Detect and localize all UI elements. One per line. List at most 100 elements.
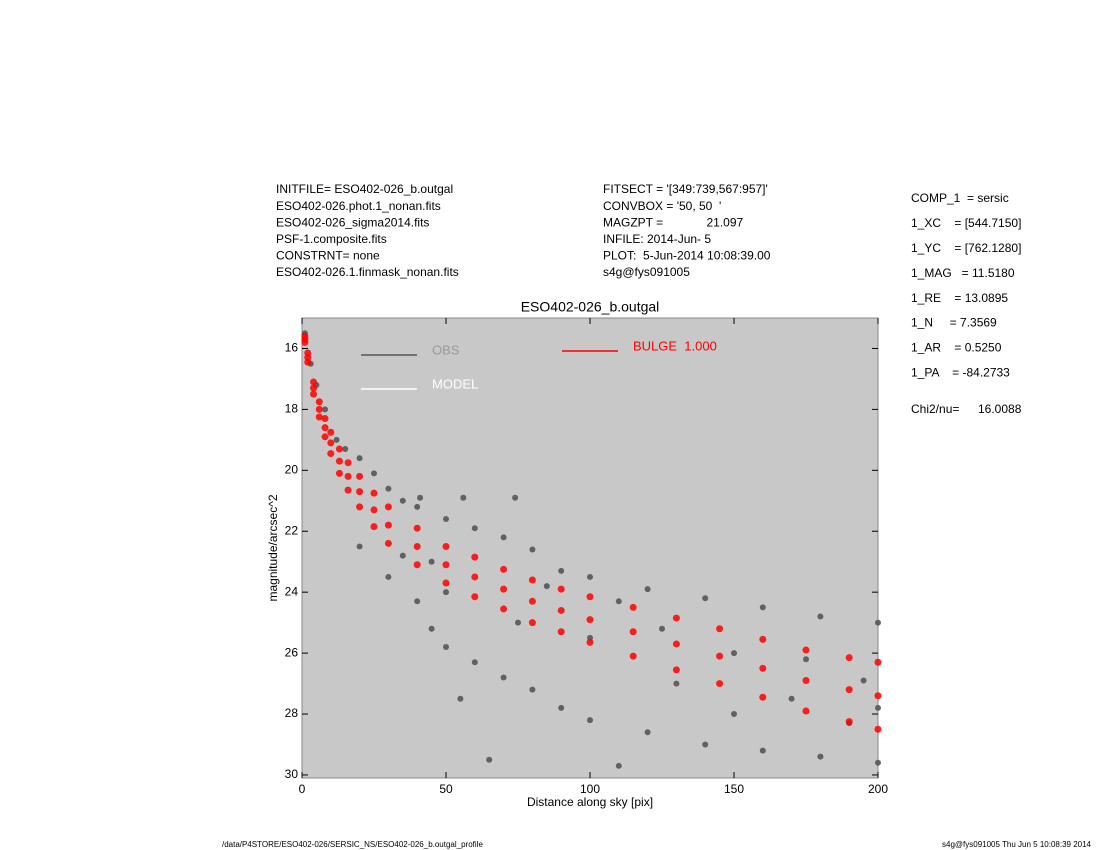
data-point [443, 516, 449, 523]
param-line: 1_MAG = 11.5180 [911, 266, 1015, 280]
data-point [845, 718, 853, 726]
y-tick-label: 20 [285, 462, 299, 476]
data-point [587, 573, 593, 580]
header-middle-line: CONVBOX = '50, 50 ' [603, 199, 721, 213]
data-point [528, 597, 536, 605]
data-point [428, 625, 435, 632]
header-left-line: CONSTRNT= none [276, 249, 380, 263]
legend-label: OBS [432, 342, 460, 357]
data-point [716, 680, 724, 688]
data-point [321, 433, 329, 441]
data-point [673, 680, 680, 687]
data-point [356, 543, 363, 550]
data-point [515, 619, 521, 626]
data-point [759, 747, 766, 754]
data-point [615, 598, 622, 605]
data-point [442, 561, 450, 569]
y-tick-label: 16 [285, 341, 299, 355]
data-point [384, 539, 392, 547]
plot-background [301, 317, 879, 779]
data-point [875, 759, 881, 766]
data-point [344, 472, 352, 480]
param-line: 1_RE = 13.0895 [911, 291, 1008, 305]
data-point [356, 472, 364, 480]
x-tick-label: 100 [580, 782, 600, 796]
data-point [442, 579, 450, 587]
data-point [385, 485, 392, 492]
data-point [321, 424, 329, 432]
data-point [443, 644, 449, 651]
data-point [335, 445, 343, 453]
data-point [644, 729, 651, 736]
x-axis-label: Distance along sky [pix] [527, 795, 653, 809]
data-point [310, 390, 318, 398]
data-point [460, 494, 467, 501]
data-point [310, 378, 318, 386]
data-point [315, 405, 323, 413]
data-point [512, 494, 519, 501]
data-point [471, 593, 479, 601]
x-tick-label: 0 [299, 782, 306, 796]
header-middle-line: PLOT: 5-Jun-2014 10:08:39.00 [603, 249, 771, 263]
param-line: 1_XC = [544.7150] [911, 216, 1021, 230]
data-point [344, 459, 352, 467]
legend-label: BULGE 1.000 [633, 338, 717, 353]
data-point [731, 650, 737, 657]
data-point [615, 762, 622, 769]
data-point [803, 656, 809, 663]
data-point [356, 455, 363, 462]
data-point [874, 692, 882, 700]
data-point [586, 593, 594, 601]
header-middle-line: s4g@fys091005 [603, 265, 690, 279]
data-point [500, 605, 508, 613]
data-point [629, 628, 637, 636]
data-point [428, 558, 435, 565]
data-point [672, 640, 680, 648]
data-point [875, 704, 881, 711]
y-tick-label: 18 [285, 402, 299, 416]
chart-title: ESO402-026_b.outgal [521, 299, 660, 315]
data-point [315, 413, 323, 421]
data-point [528, 576, 536, 584]
y-axis-label: magnitude/arcsec^2 [266, 494, 280, 601]
data-point [716, 625, 724, 633]
data-point [529, 546, 536, 553]
data-point [322, 406, 329, 413]
data-point [759, 664, 767, 672]
header-middle-line: MAGZPT = 21.097 [603, 215, 743, 229]
data-point [644, 586, 651, 593]
data-point [528, 619, 536, 627]
data-point [370, 506, 378, 514]
data-point [586, 616, 594, 624]
data-point [342, 445, 349, 452]
data-point [371, 470, 377, 477]
data-point [629, 603, 637, 611]
data-point [874, 725, 882, 733]
data-point [845, 654, 853, 662]
header-left-line: INITFILE= ESO402-026_b.outgal [276, 182, 453, 196]
data-point [384, 503, 392, 511]
data-point [399, 497, 406, 504]
data-point [327, 439, 335, 447]
x-tick-label: 50 [439, 782, 453, 796]
param-line: 1_PA = -84.2733 [911, 365, 1010, 379]
data-point [716, 652, 724, 660]
data-point [543, 583, 550, 590]
data-point [414, 598, 421, 605]
chi2-label: Chi2/nu= [911, 402, 959, 416]
header-left-line: ESO402-026.phot.1_nonan.fits [276, 199, 441, 213]
footer-left: /data/P4STORE/ESO402-026/SERSIC_NS/ESO40… [222, 840, 483, 849]
data-point [874, 658, 882, 666]
data-point [500, 565, 508, 573]
data-point [413, 561, 421, 569]
data-point [471, 525, 478, 532]
data-point [500, 674, 507, 681]
data-point [370, 489, 378, 497]
data-point [529, 686, 536, 693]
data-point [356, 488, 364, 496]
header-middle-line: INFILE: 2014-Jun- 5 [603, 232, 711, 246]
data-point [417, 494, 424, 501]
scatter-layer [301, 330, 882, 769]
data-point [587, 717, 593, 724]
param-line: 1_YC = [762.1280] [911, 241, 1021, 255]
